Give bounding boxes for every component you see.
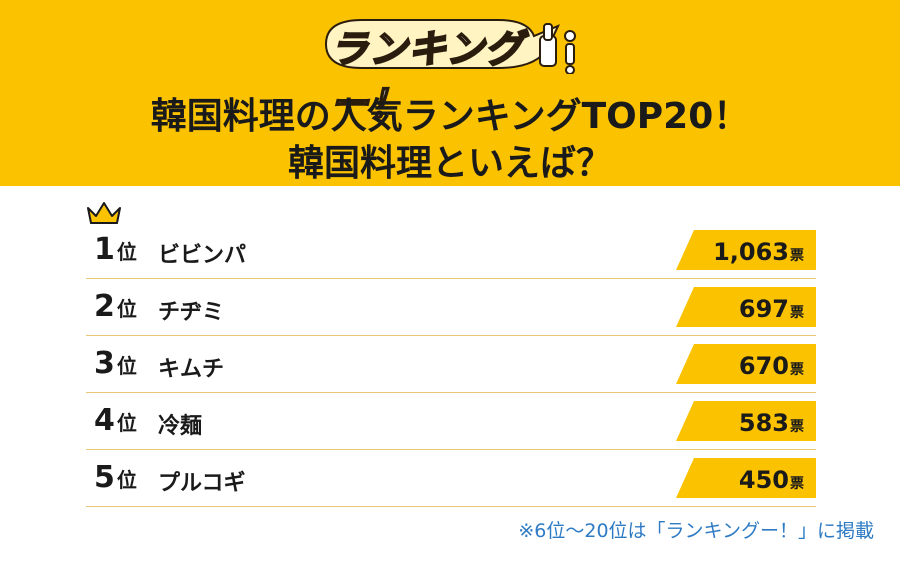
vote-badge: 583票: [676, 401, 816, 441]
vote-count: 450: [738, 466, 789, 494]
vote-count: 583: [738, 409, 789, 437]
item-name: プルコギ: [158, 471, 246, 496]
vote-count: 670: [738, 352, 789, 380]
page-subtitle: 韓国料理といえば？: [287, 143, 612, 184]
ranking-logo[interactable]: ランキングー！: [322, 14, 582, 127]
logo-text: ランキングー！: [329, 26, 524, 127]
vote-count: 697: [738, 295, 789, 323]
item-name: チヂミ: [158, 300, 225, 325]
header-banner: ランキングー！ 韓国料理の人気ランキングTOP20！ 韓国料理といえば？: [0, 0, 900, 186]
item-name: キムチ: [158, 357, 225, 382]
vote-badge: 670票: [676, 344, 816, 384]
item-name: 冷麺: [158, 414, 203, 439]
logo-bubble-icon: [324, 19, 576, 74]
footer-note-link[interactable]: ※6位〜20位は「ランキングー！」に掲載: [518, 520, 874, 542]
crown-icon: [87, 202, 121, 224]
vote-badge: 1,063票: [676, 230, 816, 270]
vote-count: 1,063: [713, 238, 789, 266]
vote-badge: 450票: [676, 458, 816, 498]
item-name: ビビンパ: [158, 243, 247, 268]
page-title: 韓国料理の人気ランキングTOP20！: [150, 96, 750, 137]
vote-badge: 697票: [676, 287, 816, 327]
